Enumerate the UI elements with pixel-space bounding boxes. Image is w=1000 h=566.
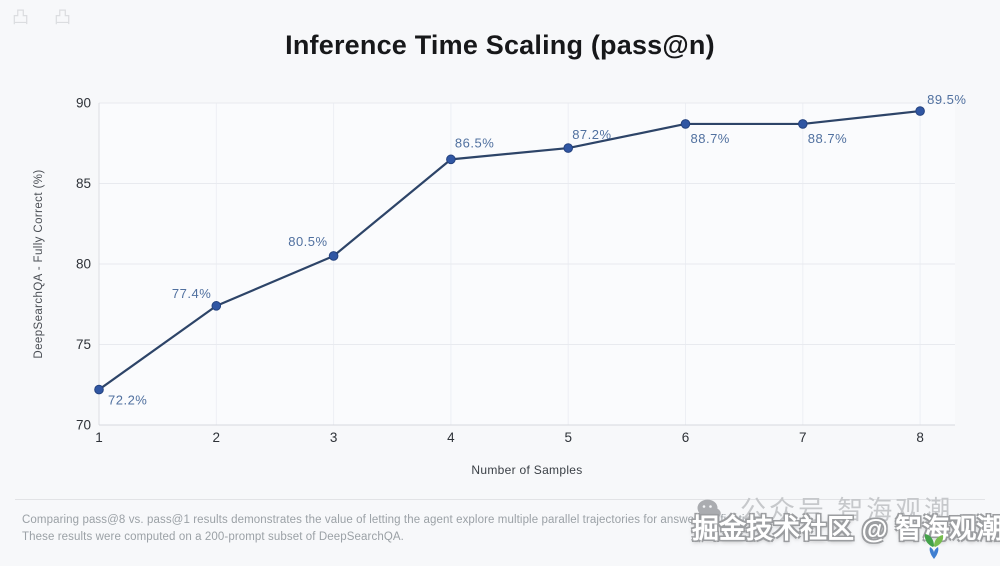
x-tick-label: 4	[447, 430, 455, 445]
data-point-label: 88.7%	[691, 131, 730, 146]
caption-line-2: These results were computed on a 200-pro…	[22, 531, 404, 543]
watermark-gray-label: 公众号 智海观潮	[740, 495, 954, 525]
watermark-main-label: 掘金技术社区 @ 智海观潮	[692, 514, 1000, 544]
chart-title: Inference Time Scaling (pass@n)	[285, 30, 715, 60]
data-point-label: 77.4%	[172, 286, 211, 301]
divider	[15, 499, 985, 500]
x-tick-label: 1	[95, 430, 103, 445]
x-tick-label: 7	[799, 430, 807, 445]
x-axis-title: Number of Samples	[471, 463, 583, 477]
data-point-label: 86.5%	[455, 135, 494, 150]
data-point	[915, 106, 925, 116]
x-tick-label: 8	[916, 430, 924, 445]
data-point	[328, 251, 339, 261]
chart-caption: Comparing pass@8 vs. pass@1 results demo…	[22, 512, 761, 546]
faint-artifact-glyph: 凸	[12, 8, 29, 27]
data-point	[563, 143, 574, 153]
data-point	[798, 119, 808, 129]
data-point	[680, 119, 691, 129]
y-tick-label: 90	[76, 96, 91, 111]
data-line	[97, 109, 922, 391]
y-tick-label: 80	[76, 257, 91, 272]
data-point-label: 87.2%	[572, 127, 611, 142]
sprout-logo-icon	[920, 531, 948, 566]
data-point-label: 80.5%	[288, 234, 327, 249]
x-tick-label: 6	[682, 430, 690, 445]
y-tick-label: 70	[76, 418, 91, 433]
data-point	[211, 301, 222, 311]
data-point-label: 89.5%	[927, 92, 966, 107]
data-point	[446, 154, 456, 165]
data-point-label: 88.7%	[808, 131, 847, 146]
y-tick-label: 85	[76, 176, 91, 191]
y-tick-label: 75	[76, 337, 91, 352]
data-point-label: 72.2%	[108, 393, 147, 408]
faint-artifact-glyph: 凸	[54, 8, 71, 27]
wechat-chat-bubble-icon	[697, 499, 721, 526]
x-tick-label: 5	[564, 430, 572, 445]
caption-line-1: Comparing pass@8 vs. pass@1 results demo…	[22, 514, 761, 526]
x-tick-label: 3	[330, 430, 338, 445]
line-chart: 1 2 3 4 5 6 7 8 70 75 80 85 90 72.2% 77.4% 80.5% 86.5% 87…	[76, 92, 966, 445]
x-tick-label: 2	[213, 430, 221, 445]
data-point	[94, 384, 104, 395]
